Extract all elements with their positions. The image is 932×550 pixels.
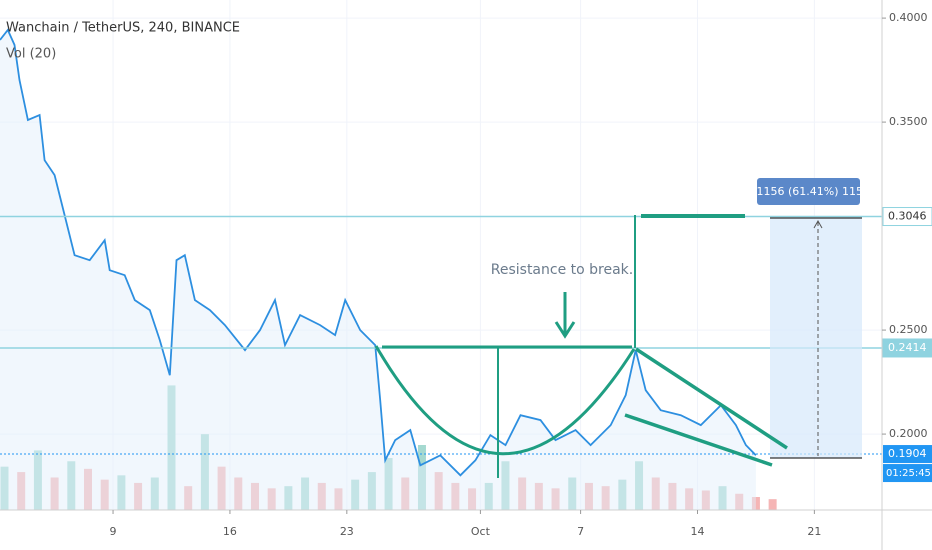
x-tick-label: 23 <box>340 525 354 538</box>
price-area <box>0 30 756 510</box>
measure-area <box>770 218 862 458</box>
x-tick-label: 7 <box>577 525 584 538</box>
y-tick-label: 0.2000 <box>889 427 928 440</box>
volume-bar <box>751 497 760 510</box>
level-label: 0.2414 <box>888 341 927 354</box>
handle-upper <box>635 347 788 450</box>
x-tick-label: 9 <box>110 525 117 538</box>
cup-curve <box>374 345 636 456</box>
title: Wanchain / TetherUS, 240, BINANCE <box>6 21 240 36</box>
annotation: Resistance to break. <box>491 262 633 278</box>
x-tick-label: 14 <box>690 525 704 538</box>
price-line <box>0 28 757 477</box>
x-tick-label: 16 <box>223 525 237 538</box>
y-tick-label: 0.4000 <box>889 11 928 24</box>
y-tick-label: 0.3500 <box>889 115 928 128</box>
x-tick-label: Oct <box>471 525 491 538</box>
last-price-label: 0.1904 <box>888 447 927 460</box>
indicator: Vol (20) <box>6 47 56 62</box>
countdown-box <box>883 464 932 483</box>
arrow <box>554 292 576 339</box>
measure-arrow <box>813 219 823 229</box>
volume-bar <box>768 499 777 510</box>
level-box <box>882 207 932 227</box>
last-price-box <box>883 445 932 464</box>
x-tick-label: 21 <box>807 525 821 538</box>
y-tick-label: 0.2500 <box>889 323 928 336</box>
handle-lower <box>624 413 773 467</box>
level-box <box>882 338 932 358</box>
pattern <box>374 214 788 478</box>
axes: 0.4000 0.3500 0.2500 0.2000 9 16 23 Oct 7 14 21 0.3… <box>110 11 932 538</box>
measure-label-box <box>757 178 860 205</box>
countdown: 01:25:45 <box>886 468 931 479</box>
price <box>0 28 757 510</box>
measure-label: 0.1156 (61.41%) 1156 <box>746 185 870 198</box>
level-label: 0.3046 <box>888 210 927 223</box>
